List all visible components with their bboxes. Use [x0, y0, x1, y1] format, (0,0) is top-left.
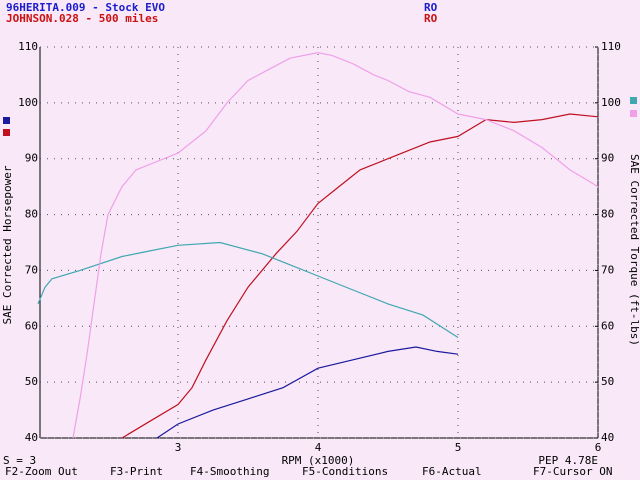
y2-axis-title: SAE Corrected Torque (ft-lbs)	[628, 154, 640, 346]
note: PEP 4.78E	[538, 454, 598, 467]
x-axis-title: RPM (x1000)	[282, 454, 355, 467]
legend-swatch	[3, 129, 10, 136]
function-key: F6-Actual	[422, 465, 482, 478]
legend-swatch	[630, 97, 637, 104]
y-axis-title: SAE Corrected Horsepower	[1, 165, 14, 324]
series-line	[37, 241, 459, 339]
function-key: F4-Smoothing	[190, 465, 269, 478]
run-code: RO	[424, 12, 438, 25]
series-line	[72, 51, 599, 439]
series-line	[156, 346, 459, 439]
note: S = 3	[3, 454, 36, 467]
series-line	[121, 113, 599, 439]
y-tick-label: 110	[18, 40, 38, 53]
function-key: F5-Conditions	[302, 465, 388, 478]
y-tick-label: 60	[25, 319, 38, 332]
function-key: F2-Zoom Out	[5, 465, 78, 478]
y2-tick-label: 90	[601, 152, 614, 165]
y2-tick-label: 110	[601, 40, 621, 53]
y2-tick-label: 100	[601, 96, 621, 109]
y-tick-label: 80	[25, 208, 38, 221]
legend-swatch	[630, 110, 637, 117]
legend-swatch	[3, 117, 10, 124]
run-label: JOHNSON.028 - 500 miles	[6, 12, 158, 25]
y2-tick-label: 80	[601, 208, 614, 221]
y2-tick-label: 40	[601, 431, 614, 444]
function-key: F3-Print	[110, 465, 163, 478]
y2-tick-label: 70	[601, 263, 614, 276]
y-tick-label: 100	[18, 96, 38, 109]
x-tick-label: 3	[175, 441, 182, 454]
run-code: RO	[424, 1, 438, 14]
x-tick-label: 5	[455, 441, 462, 454]
y2-tick-label: 50	[601, 375, 614, 388]
function-key: F7-Cursor ON	[533, 465, 612, 478]
x-tick-label: 4	[315, 441, 322, 454]
y2-tick-label: 60	[601, 319, 614, 332]
y-tick-label: 90	[25, 152, 38, 165]
y-tick-label: 40	[25, 431, 38, 444]
y-tick-label: 70	[25, 263, 38, 276]
x-tick-label: 6	[595, 441, 602, 454]
run-label: 96HERITA.009 - Stock EVO	[6, 1, 165, 14]
y-tick-label: 50	[25, 375, 38, 388]
